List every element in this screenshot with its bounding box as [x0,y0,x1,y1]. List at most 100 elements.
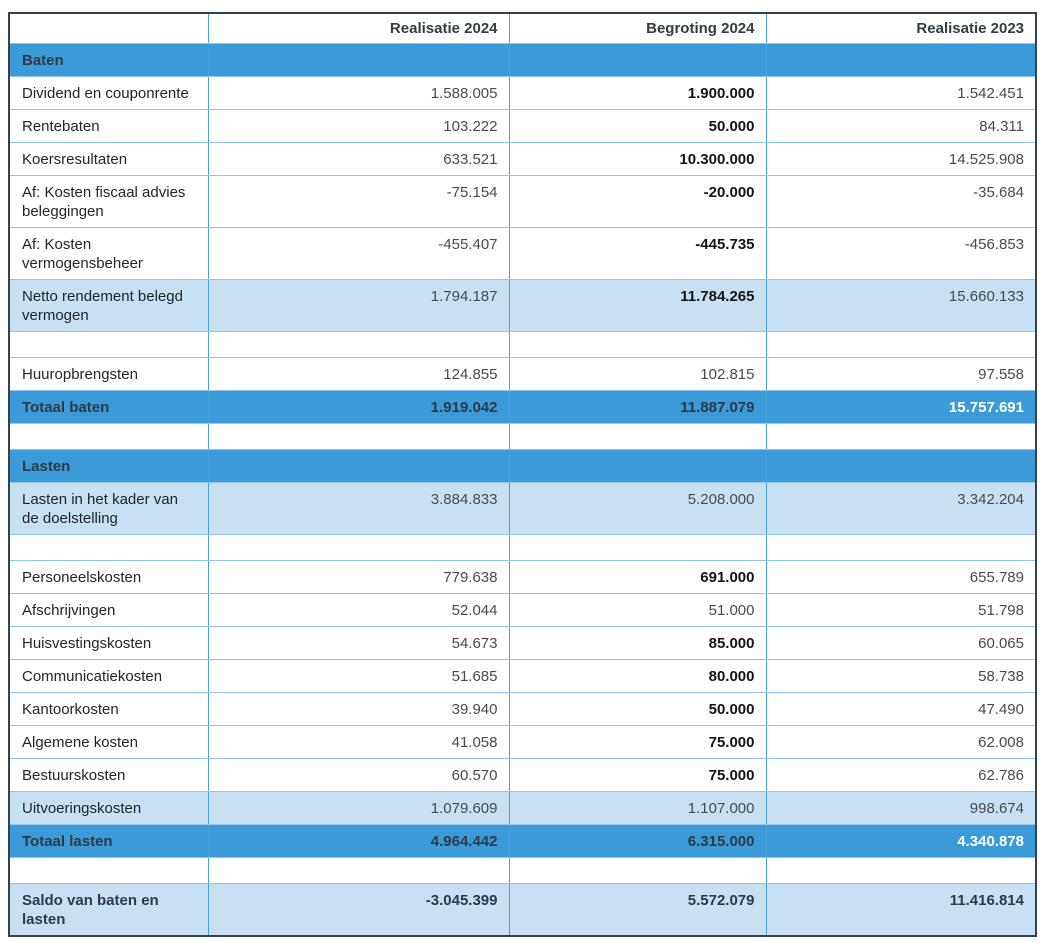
value-begroting-2024: 85.000 [508,626,767,660]
value-realisatie-2024: 4.964.442 [207,824,510,858]
value-begroting-2024: 10.300.000 [508,142,767,176]
value-realisatie-2024: 54.673 [207,626,510,660]
value-realisatie-2023: 97.558 [765,357,1037,391]
value-realisatie-2023: 60.065 [765,626,1037,660]
spacer-row [8,331,1037,358]
value-begroting-2024: 50.000 [508,692,767,726]
value-begroting-2024: 1.900.000 [508,76,767,110]
row-label: Netto rendement belegd vermogen [8,279,209,332]
value-realisatie-2023: 3.342.204 [765,482,1037,535]
spacer-row [8,857,1037,884]
value-realisatie-2024: 3.884.833 [207,482,510,535]
empty-cell [765,331,1037,358]
saldo-label: Saldo van baten en lasten [8,883,209,937]
value-begroting-2024: 80.000 [508,659,767,693]
row-huisvestingskosten: Huisvestingskosten 54.673 85.000 60.065 [8,626,1037,660]
empty-cell [508,423,767,450]
value-begroting-2024: -445.735 [508,227,767,280]
value-realisatie-2023: 998.674 [765,791,1037,825]
row-personeelskosten: Personeelskosten 779.638 691.000 655.789 [8,560,1037,594]
empty-cell [8,534,209,561]
value-realisatie-2024: 39.940 [207,692,510,726]
section-row-baten: Baten [8,43,1037,77]
value-realisatie-2023: 4.340.878 [765,824,1037,858]
value-begroting-2024: 5.208.000 [508,482,767,535]
row-af-kosten-fiscaal-advies: Af: Kosten fiscaal advies beleggingen -7… [8,175,1037,228]
saldo-row: Saldo van baten en lasten -3.045.399 5.5… [8,883,1037,937]
section-label: Lasten [8,449,209,483]
empty-cell [8,331,209,358]
value-begroting-2024: 75.000 [508,758,767,792]
value-realisatie-2023: 14.525.908 [765,142,1037,176]
section-row-lasten: Lasten [8,449,1037,483]
row-afschrijvingen: Afschrijvingen 52.044 51.000 51.798 [8,593,1037,627]
value-begroting-2024: 6.315.000 [508,824,767,858]
value-realisatie-2024: -75.154 [207,175,510,228]
empty-cell [207,857,510,884]
value-realisatie-2023: 1.542.451 [765,76,1037,110]
row-lasten-doelstelling: Lasten in het kader van de doelstelling … [8,482,1037,535]
row-communicatiekosten: Communicatiekosten 51.685 80.000 58.738 [8,659,1037,693]
empty-cell [207,534,510,561]
empty-cell [508,449,767,483]
value-realisatie-2024: -455.407 [207,227,510,280]
financial-table: Realisatie 2024 Begroting 2024 Realisati… [8,12,1037,937]
value-begroting-2024: 11.784.265 [508,279,767,332]
row-label: Lasten in het kader van de doelstelling [8,482,209,535]
total-label: Totaal lasten [8,824,209,858]
row-label: Afschrijvingen [8,593,209,627]
total-label: Totaal baten [8,390,209,424]
empty-cell [508,43,767,77]
row-huuropbrengsten: Huuropbrengsten 124.855 102.815 97.558 [8,357,1037,391]
empty-cell [207,449,510,483]
value-realisatie-2024: 41.058 [207,725,510,759]
value-realisatie-2024: 779.638 [207,560,510,594]
empty-cell [207,43,510,77]
total-row-lasten: Totaal lasten 4.964.442 6.315.000 4.340.… [8,824,1037,858]
empty-cell [765,43,1037,77]
value-realisatie-2024: 52.044 [207,593,510,627]
value-realisatie-2024: 60.570 [207,758,510,792]
column-header-realisatie-2024: Realisatie 2024 [207,12,510,44]
empty-cell [8,857,209,884]
value-realisatie-2024: 51.685 [207,659,510,693]
value-begroting-2024: 11.887.079 [508,390,767,424]
row-algemene-kosten: Algemene kosten 41.058 75.000 62.008 [8,725,1037,759]
value-realisatie-2024: 1.588.005 [207,76,510,110]
value-begroting-2024: 50.000 [508,109,767,143]
value-begroting-2024: 5.572.079 [508,883,767,937]
column-header-begroting-2024: Begroting 2024 [508,12,767,44]
column-header-empty [8,12,209,44]
row-label: Bestuurskosten [8,758,209,792]
row-af-kosten-vermogensbeheer: Af: Kosten vermogensbeheer -455.407 -445… [8,227,1037,280]
row-uitvoeringskosten: Uitvoeringskosten 1.079.609 1.107.000 99… [8,791,1037,825]
value-realisatie-2023: 15.660.133 [765,279,1037,332]
empty-cell [765,857,1037,884]
empty-cell [508,534,767,561]
empty-cell [508,857,767,884]
row-kantoorkosten: Kantoorkosten 39.940 50.000 47.490 [8,692,1037,726]
value-realisatie-2023: -456.853 [765,227,1037,280]
value-realisatie-2023: 47.490 [765,692,1037,726]
value-realisatie-2024: 1.079.609 [207,791,510,825]
value-begroting-2024: 51.000 [508,593,767,627]
empty-cell [765,423,1037,450]
row-label: Af: Kosten fiscaal advies beleggingen [8,175,209,228]
row-koersresultaten: Koersresultaten 633.521 10.300.000 14.52… [8,142,1037,176]
value-realisatie-2023: -35.684 [765,175,1037,228]
row-label: Kantoorkosten [8,692,209,726]
value-begroting-2024: 691.000 [508,560,767,594]
row-label: Huisvestingskosten [8,626,209,660]
empty-cell [8,423,209,450]
value-realisatie-2023: 655.789 [765,560,1037,594]
value-realisatie-2024: -3.045.399 [207,883,510,937]
value-realisatie-2023: 62.008 [765,725,1037,759]
row-rentebaten: Rentebaten 103.222 50.000 84.311 [8,109,1037,143]
value-begroting-2024: 75.000 [508,725,767,759]
value-realisatie-2023: 84.311 [765,109,1037,143]
header-row: Realisatie 2024 Begroting 2024 Realisati… [8,12,1037,44]
value-realisatie-2024: 103.222 [207,109,510,143]
spacer-row [8,534,1037,561]
spacer-row [8,423,1037,450]
